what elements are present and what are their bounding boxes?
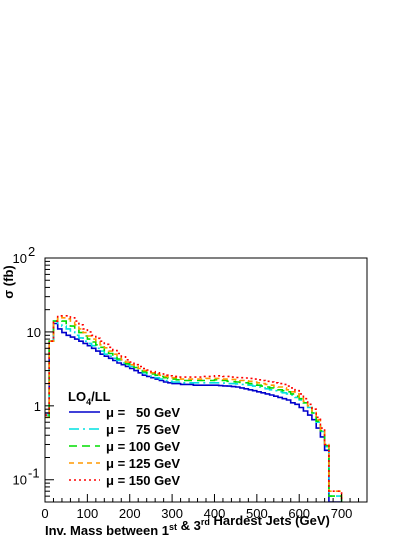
legend-title: LO4/LL bbox=[68, 389, 111, 407]
x-tick-label: 200 bbox=[119, 506, 141, 521]
y-tick-exponent: -1 bbox=[28, 466, 40, 481]
series-line-2 bbox=[45, 320, 343, 502]
x-tick-label: 400 bbox=[204, 506, 226, 521]
series-line-1 bbox=[45, 322, 343, 502]
y-tick-label: 10 bbox=[13, 473, 27, 488]
axis-titles: Inv. Mass between 1st & 3rd Hardest Jets… bbox=[1, 265, 330, 537]
y-tick-label: 10 bbox=[13, 251, 27, 266]
x-tick-label: 700 bbox=[331, 506, 353, 521]
y-tick-exponent: 2 bbox=[28, 244, 35, 259]
x-axis-title: Inv. Mass between 1st & 3rd Hardest Jets… bbox=[45, 513, 330, 537]
x-tick-label: 300 bbox=[161, 506, 183, 521]
legend-label-1: μ = 50 GeV bbox=[106, 405, 180, 420]
x-tick-label: 0 bbox=[41, 506, 48, 521]
plot-border bbox=[44, 257, 368, 503]
legend-label-4: μ = 125 GeV bbox=[106, 456, 180, 471]
legend-label-2: μ = 75 GeV bbox=[106, 422, 180, 437]
y-tick-label: 10 bbox=[27, 325, 41, 340]
plot-frame bbox=[44, 257, 368, 503]
legend-label-5: μ = 150 GeV bbox=[106, 473, 180, 488]
series-line-3 bbox=[45, 318, 343, 502]
x-tick-label: 600 bbox=[288, 506, 310, 521]
x-tick-label: 500 bbox=[246, 506, 268, 521]
y-tick-label: 1 bbox=[34, 399, 41, 414]
y-axis-title: σ (fb) bbox=[1, 265, 16, 298]
x-tick-label: 100 bbox=[77, 506, 99, 521]
legend-label-3: μ = 100 GeV bbox=[106, 439, 180, 454]
legend: LO4/LLμ = 50 GeV μ = 75 GeV μ = 100 GeV μ =… bbox=[68, 389, 180, 488]
series-layer bbox=[45, 315, 343, 502]
